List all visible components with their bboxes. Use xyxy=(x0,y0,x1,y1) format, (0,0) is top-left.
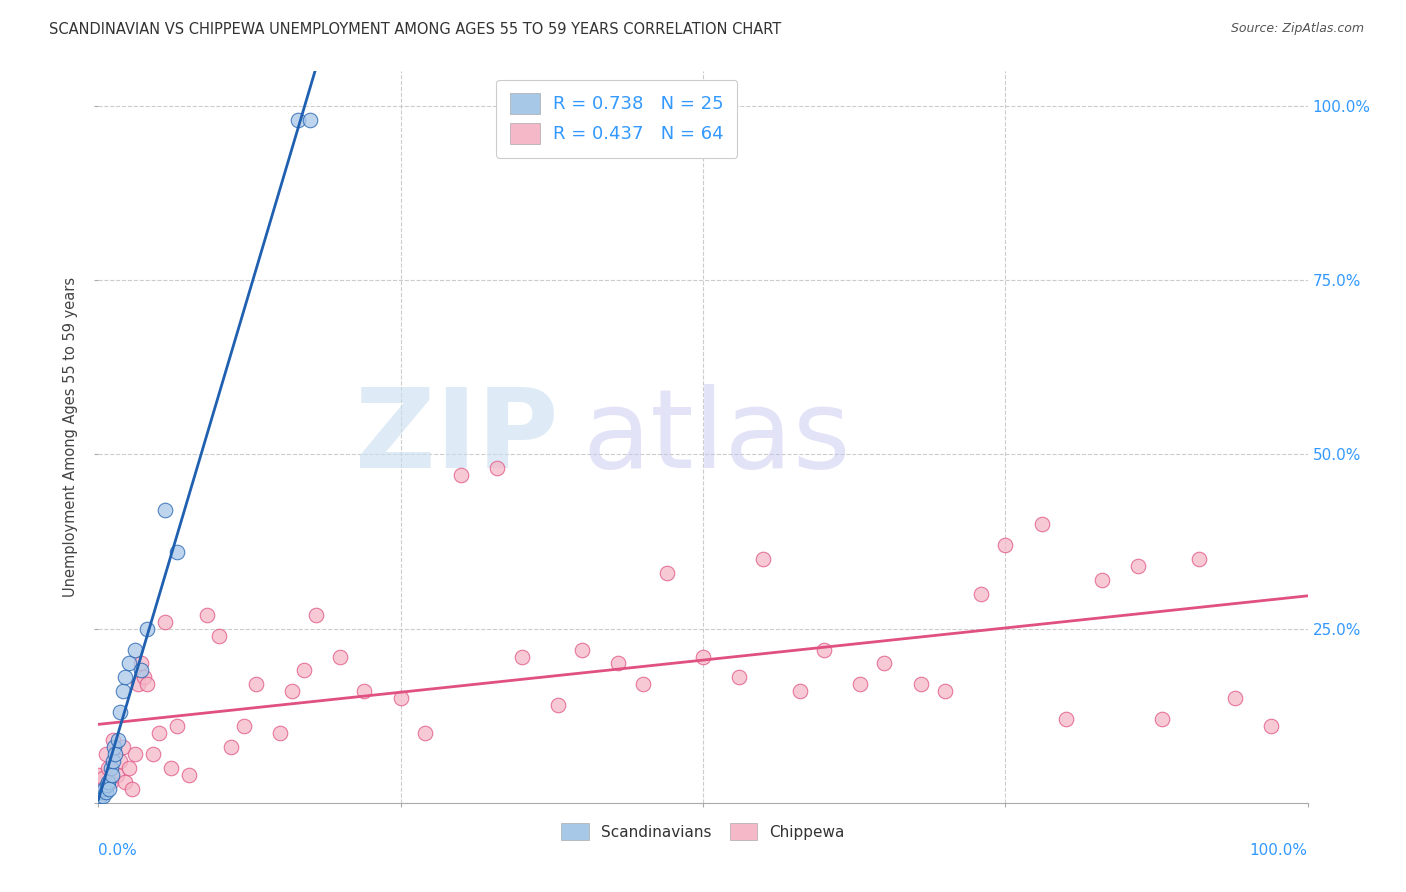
Point xyxy=(93,781,115,796)
Point xyxy=(232,719,254,733)
Point xyxy=(87,768,110,782)
Point xyxy=(97,775,120,789)
Point xyxy=(813,642,835,657)
Point xyxy=(108,754,131,768)
Point xyxy=(101,733,124,747)
Point xyxy=(994,538,1017,552)
Text: SCANDINAVIAN VS CHIPPEWA UNEMPLOYMENT AMONG AGES 55 TO 59 YEARS CORRELATION CHAR: SCANDINAVIAN VS CHIPPEWA UNEMPLOYMENT AM… xyxy=(49,22,782,37)
Point xyxy=(100,761,122,775)
Point xyxy=(103,740,125,755)
Point xyxy=(353,684,375,698)
Point xyxy=(96,778,118,792)
Point xyxy=(135,622,157,636)
Text: atlas: atlas xyxy=(582,384,851,491)
Text: 0.0%: 0.0% xyxy=(98,843,138,858)
Point xyxy=(91,785,114,799)
Point xyxy=(299,113,322,128)
Point xyxy=(1260,719,1282,733)
Point xyxy=(329,649,352,664)
Point xyxy=(98,781,121,796)
Point xyxy=(142,747,165,761)
Point xyxy=(245,677,267,691)
Point xyxy=(118,657,141,671)
Point xyxy=(118,761,141,775)
Point xyxy=(166,545,188,559)
Point xyxy=(114,670,136,684)
Point xyxy=(108,705,131,719)
Point xyxy=(148,726,170,740)
Point xyxy=(1188,552,1211,566)
Point xyxy=(607,657,630,671)
Point xyxy=(121,781,143,796)
Point xyxy=(547,698,569,713)
Point xyxy=(166,719,188,733)
Point xyxy=(153,615,176,629)
Point xyxy=(413,726,436,740)
Point xyxy=(728,670,751,684)
Point xyxy=(789,684,811,698)
Point xyxy=(292,664,315,678)
Point xyxy=(221,740,243,755)
Point xyxy=(1223,691,1246,706)
Point xyxy=(1054,712,1077,726)
Point xyxy=(111,684,134,698)
Point xyxy=(486,461,509,475)
Point xyxy=(97,761,120,775)
Point xyxy=(153,503,176,517)
Point xyxy=(1152,712,1174,726)
Point xyxy=(94,785,117,799)
Point xyxy=(510,649,533,664)
Point xyxy=(1128,558,1150,573)
Point xyxy=(752,552,775,566)
Point xyxy=(305,607,328,622)
Point xyxy=(1091,573,1114,587)
Point xyxy=(124,642,146,657)
Point xyxy=(281,684,304,698)
Point xyxy=(101,754,124,768)
Point xyxy=(849,677,872,691)
Point xyxy=(195,607,218,622)
Point xyxy=(208,629,231,643)
Point xyxy=(124,747,146,761)
Point xyxy=(269,726,291,740)
Point xyxy=(134,670,156,684)
Text: ZIP: ZIP xyxy=(354,384,558,491)
Point xyxy=(692,649,714,664)
Point xyxy=(450,468,472,483)
Point xyxy=(114,775,136,789)
Point xyxy=(107,733,129,747)
Point xyxy=(129,664,152,678)
Point xyxy=(160,761,183,775)
Legend: Scandinavians, Chippewa: Scandinavians, Chippewa xyxy=(555,816,851,847)
Y-axis label: Unemployment Among Ages 55 to 59 years: Unemployment Among Ages 55 to 59 years xyxy=(63,277,79,597)
Point xyxy=(100,775,122,789)
Point xyxy=(90,781,112,796)
Point xyxy=(179,768,201,782)
Point xyxy=(1031,517,1053,532)
Point xyxy=(873,657,896,671)
Point xyxy=(105,768,128,782)
Point xyxy=(127,677,149,691)
Point xyxy=(100,768,122,782)
Point xyxy=(111,740,134,755)
Point xyxy=(91,789,114,803)
Point xyxy=(135,677,157,691)
Point xyxy=(389,691,412,706)
Point xyxy=(91,772,114,786)
Point xyxy=(89,789,111,803)
Point xyxy=(94,747,117,761)
Point xyxy=(129,657,152,671)
Text: 100.0%: 100.0% xyxy=(1250,843,1308,858)
Point xyxy=(655,566,678,580)
Point xyxy=(970,587,993,601)
Point xyxy=(104,747,127,761)
Point xyxy=(287,113,309,128)
Point xyxy=(910,677,932,691)
Point xyxy=(934,684,956,698)
Point xyxy=(571,642,593,657)
Point xyxy=(631,677,654,691)
Text: Source: ZipAtlas.com: Source: ZipAtlas.com xyxy=(1230,22,1364,36)
